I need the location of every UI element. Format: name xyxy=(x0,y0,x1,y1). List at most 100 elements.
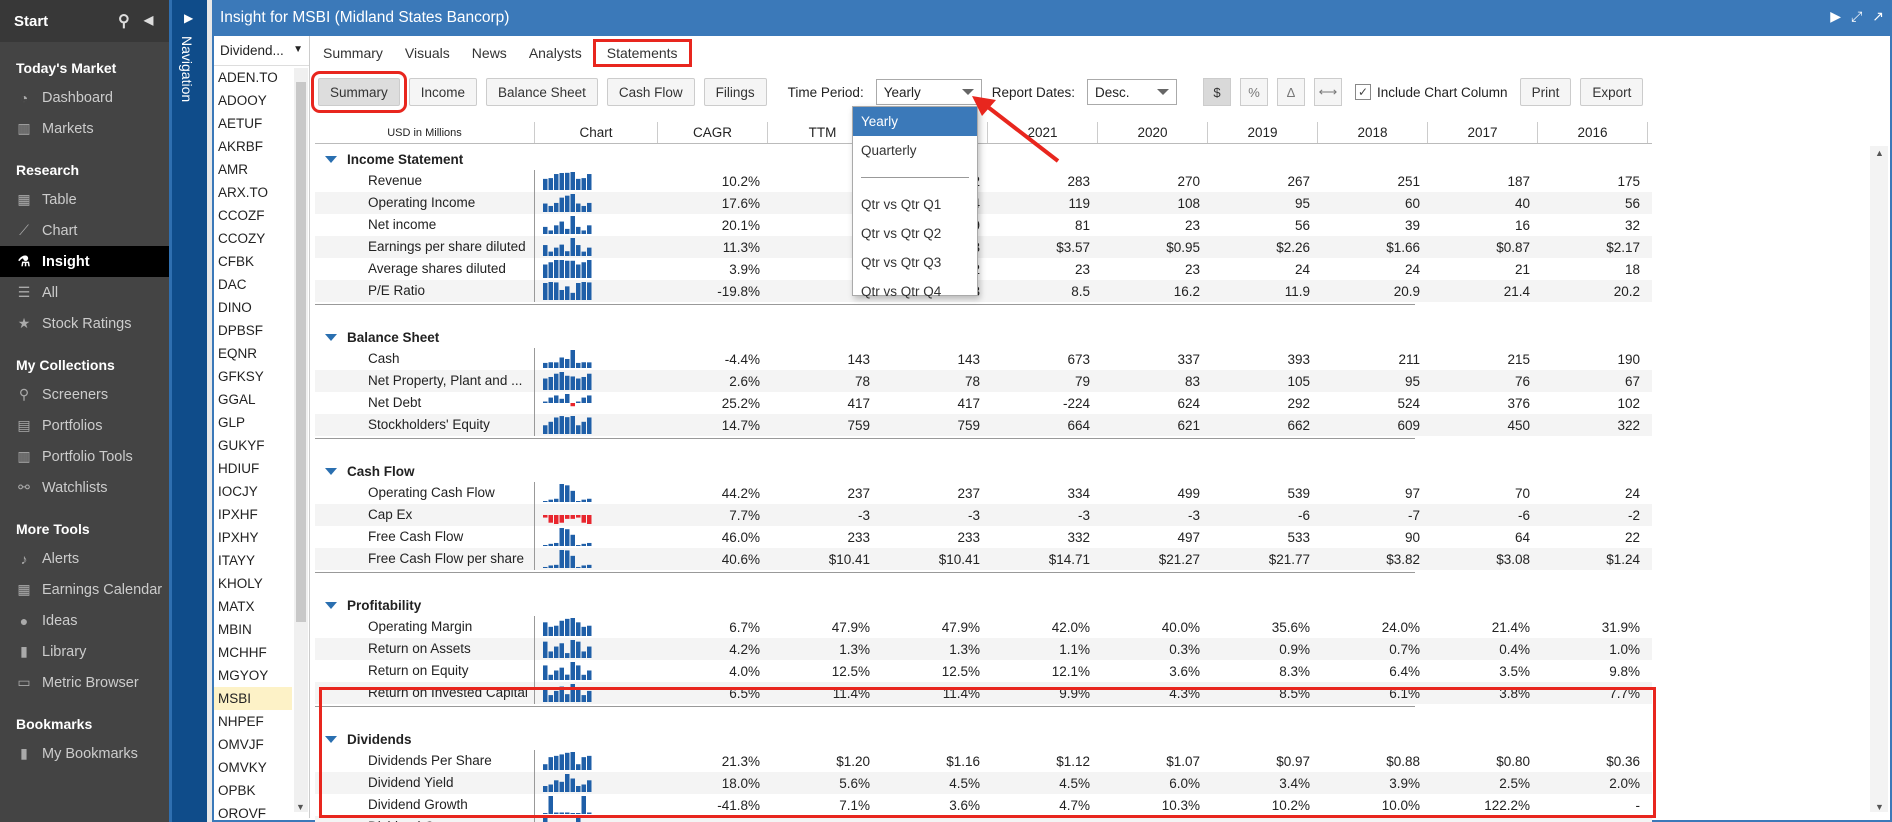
ticker-item[interactable]: OMVJF xyxy=(218,737,264,752)
collapse-triangle-icon[interactable] xyxy=(325,601,337,609)
ticker-item[interactable]: OPBK xyxy=(218,783,256,798)
ticker-item[interactable]: IPXHY xyxy=(218,530,259,545)
sidebar-item-watchlists[interactable]: ⚯ Watchlists xyxy=(0,472,169,503)
collapse-triangle-icon[interactable] xyxy=(325,735,337,743)
dropdown-option[interactable]: Qtr vs Qtr Q3 xyxy=(861,255,942,270)
popout-icon[interactable]: ↗ xyxy=(1872,8,1884,24)
dropdown-option[interactable]: Qtr vs Qtr Q2 xyxy=(861,226,942,241)
table-row[interactable]: Dividend Coverage-8.0%3.7x3.7x3.2x0.9x2.… xyxy=(315,816,1652,822)
ticker-item[interactable]: ADEN.TO xyxy=(218,70,278,85)
ticker-item[interactable]: ITAYY xyxy=(218,553,256,568)
dropdown-option[interactable]: Qtr vs Qtr Q1 xyxy=(861,197,942,212)
scroll-down-icon[interactable]: ▼ xyxy=(1875,802,1884,812)
print-button[interactable]: Print xyxy=(1519,78,1572,106)
table-row[interactable]: Cash -4.4% 143 143 673 337 393 211 215 190 xyxy=(315,348,1652,370)
export-button[interactable]: Export xyxy=(1580,78,1644,106)
sidebar-item-markets[interactable]: ▥ Markets xyxy=(0,113,169,144)
table-row[interactable]: Net Debt 25.2% 417 417 -224 624 292 524 376 102 xyxy=(315,392,1652,414)
column-header[interactable] xyxy=(878,122,988,143)
navigation-strip[interactable]: ▶ Navigation xyxy=(169,0,207,822)
ticker-item[interactable]: MCHHF xyxy=(218,645,267,660)
scroll-thumb[interactable] xyxy=(296,82,306,622)
table-row[interactable]: P/E Ratio-19.8%38.516.211.920.921.420.2 xyxy=(315,280,1652,302)
section-header[interactable]: Income Statement xyxy=(315,148,463,170)
ticker-item[interactable]: IOCJY xyxy=(218,484,258,499)
scroll-down-icon[interactable]: ▼ xyxy=(296,802,305,812)
ticker-item[interactable]: CCOZF xyxy=(218,208,265,223)
sidebar-item-screeners[interactable]: ⚲ Screeners xyxy=(0,379,169,410)
table-row[interactable]: Operating Cash Flow 44.2% 237 237 334 499 539 9… xyxy=(315,482,1652,504)
sidebar-item-metric-browser[interactable]: ▭ Metric Browser xyxy=(0,667,169,698)
table-row[interactable]: Dividend Growth -41.8% 7.1% 3.6% 4.7% 10.3% 10… xyxy=(315,794,1652,816)
time-period-select[interactable]: Yearly xyxy=(875,79,982,105)
expand-icon[interactable]: ▶ xyxy=(184,11,194,25)
include-chart-checkbox[interactable]: ✓ Include Chart Column xyxy=(1355,84,1508,100)
ticker-item[interactable]: MGYOY xyxy=(218,668,269,683)
column-header[interactable]: 2017 xyxy=(1428,122,1538,143)
collapse-triangle-icon[interactable] xyxy=(325,467,337,475)
ticker-item[interactable]: CFBK xyxy=(218,254,255,269)
scroll-up-icon[interactable]: ▲ xyxy=(1875,148,1884,158)
column-header[interactable]: 2019 xyxy=(1208,122,1318,143)
search-icon[interactable]: ⚲ xyxy=(118,13,130,30)
table-row[interactable]: Free Cash Flow per share 40.6% $10.41 $10.4… xyxy=(315,548,1652,570)
ticker-item[interactable]: DPBSF xyxy=(218,323,264,338)
tab-news[interactable]: News xyxy=(471,45,507,61)
balance-sheet-button[interactable]: Balance Sheet xyxy=(486,78,598,106)
ticker-item[interactable]: GGAL xyxy=(218,392,256,407)
table-row[interactable]: Free Cash Flow 46.0% 233 233 332 497 533 90 64 22 xyxy=(315,526,1652,548)
cash-flow-button[interactable]: Cash Flow xyxy=(606,78,695,106)
column-header[interactable]: 2016 xyxy=(1538,122,1648,143)
percent-icon[interactable]: % xyxy=(1240,78,1268,106)
ticker-item[interactable]: NHPEF xyxy=(218,714,264,729)
ticker-item[interactable]: OROVF xyxy=(218,806,267,821)
ticker-item[interactable]: KHOLY xyxy=(218,576,263,591)
ticker-item[interactable]: MSBI xyxy=(214,687,292,710)
ticker-item[interactable]: DINO xyxy=(218,300,252,315)
sidebar-item-portfolio-tools[interactable]: ▥ Portfolio Tools xyxy=(0,441,169,472)
section-header[interactable]: Balance Sheet xyxy=(315,326,439,348)
table-row[interactable]: Dividend Yield 18.0% 5.6% 4.5% 4.5% 6.0% 3.4% 3… xyxy=(315,772,1652,794)
ticker-item[interactable]: AMR xyxy=(218,162,248,177)
sidebar-item-table[interactable]: ▦ Table xyxy=(0,184,169,215)
ticker-item[interactable]: CCOZY xyxy=(218,231,266,246)
sidebar-item-chart[interactable]: ⟋ Chart xyxy=(0,215,169,246)
column-header[interactable]: 2020 xyxy=(1098,122,1208,143)
section-header[interactable]: Profitability xyxy=(315,594,421,616)
ticker-item[interactable]: MATX xyxy=(218,599,255,614)
delta-icon[interactable]: Δ xyxy=(1277,78,1305,106)
ticker-item[interactable]: DAC xyxy=(218,277,247,292)
table-row[interactable]: Earnings per share diluted11.3%$43$3.57$… xyxy=(315,236,1652,258)
dropdown-option[interactable]: Yearly xyxy=(853,107,977,136)
table-row[interactable]: Stockholders' Equity 14.7% 759 759 664 621 662… xyxy=(315,414,1652,436)
column-header[interactable]: CAGR xyxy=(658,122,768,143)
ticker-item[interactable]: HDIUF xyxy=(218,461,260,476)
ticker-item[interactable]: MBIN xyxy=(218,622,252,637)
collapse-icon[interactable]: ◀ xyxy=(144,13,154,27)
sidebar-item-library[interactable]: ▮ Library xyxy=(0,636,169,667)
ticker-item[interactable]: EQNR xyxy=(218,346,258,361)
ticker-scrollbar[interactable]: ▼ xyxy=(294,68,308,812)
sidebar-item-dashboard[interactable]: ◔ Dashboard xyxy=(0,82,169,113)
ticker-item[interactable]: GLP xyxy=(218,415,246,430)
ticker-item[interactable]: GFKSY xyxy=(218,369,264,384)
section-header[interactable]: Cash Flow xyxy=(315,460,415,482)
ticker-item[interactable]: ADOOY xyxy=(218,93,267,108)
dollar-icon[interactable]: $ xyxy=(1203,78,1231,106)
ticker-list-dropdown[interactable]: Dividend... ▼ xyxy=(214,36,309,66)
dropdown-option[interactable]: Quarterly xyxy=(861,143,917,158)
section-header[interactable]: Dividends xyxy=(315,728,412,750)
sidebar-item-my-bookmarks[interactable]: ▮ My Bookmarks xyxy=(0,738,169,769)
width-icon[interactable]: ⟷ xyxy=(1314,78,1342,106)
start-label[interactable]: Start xyxy=(14,12,49,30)
column-header[interactable]: Chart xyxy=(535,122,658,143)
tab-visuals[interactable]: Visuals xyxy=(404,45,450,61)
table-row[interactable]: Return on Invested Capital 6.5% 11.4% 11.4%… xyxy=(315,682,1652,704)
column-header[interactable]: 2018 xyxy=(1318,122,1428,143)
ticker-item[interactable]: GUKYF xyxy=(218,438,265,453)
sidebar-item-ideas[interactable]: ● Ideas xyxy=(0,605,169,636)
sidebar-item-earnings-calendar[interactable]: ▦ Earnings Calendar xyxy=(0,574,169,605)
